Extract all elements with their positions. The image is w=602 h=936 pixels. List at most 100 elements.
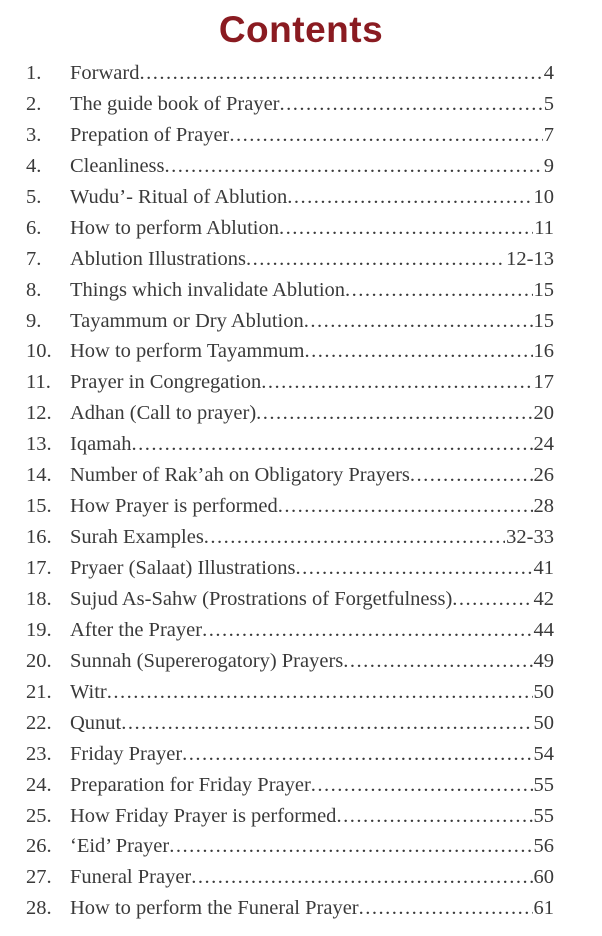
dot-leader [410,464,533,487]
toc-entry: 9. Tayammum or Dry Ablution 15 [26,310,554,341]
toc-entry-number: 24. [26,773,52,796]
toc-entry-page: 5 [543,92,554,115]
dot-leader [202,619,532,642]
toc-entry-page: 11 [534,216,554,239]
toc-entry: 4. Cleanliness 9 [26,155,554,186]
toc-entry-title: Ablution Illustrations [70,247,246,270]
toc-entry-page: 28 [533,495,555,518]
toc-entry-page: 4 [543,62,554,84]
toc-entry: 25. How Friday Prayer is performed 55 [26,805,554,836]
dot-leader [256,402,532,425]
toc-entry-page: 10 [533,185,555,208]
toc-entry-page: 55 [533,804,555,827]
dot-leader [107,681,533,704]
toc-entry-title: Surah Examples [70,526,204,549]
toc-entry-title: Adhan (Call to prayer) [70,402,257,425]
toc-entry-number: 16. [26,526,52,549]
toc-entry-title: ‘Eid’ Prayer [70,835,170,858]
toc-entry-number: 12. [26,402,52,425]
dot-leader [359,897,533,920]
toc-entry: 23. Friday Prayer 54 [26,743,554,774]
toc-entry: 18. Sujud As-Sahw (Prostrations of Forge… [26,588,554,619]
toc-entry-title: The guide book of Prayer [70,92,280,115]
toc-entry-title: Cleanliness [70,154,165,177]
toc-entry-page: 9 [543,154,554,177]
toc-entry-page: 50 [533,680,555,703]
toc-entry-title: Qunut [70,711,122,734]
dot-leader [204,526,505,549]
toc-entry-number: 15. [26,495,52,518]
toc-entry-page: 44 [533,618,555,641]
toc-entry: 16. Surah Examples 32-33 [26,526,554,557]
toc-entry-number: 5. [26,185,42,208]
toc-entry-title: Things which invalidate Ablution [70,278,346,301]
toc-entry-page: 32-33 [506,526,554,549]
dot-leader [295,557,532,580]
toc-entry-title: How to perform the Funeral Prayer [70,897,359,920]
toc-entry-number: 3. [26,123,42,146]
dot-leader [336,805,532,828]
toc-entry-number: 26. [26,835,52,858]
toc-entry: 17. Pryaer (Salaat) Illustrations 41 [26,557,554,588]
toc-entry-number: 4. [26,154,42,177]
toc-entry-title: Funeral Prayer [70,866,192,889]
toc-entry: 27. Funeral Prayer 60 [26,866,554,897]
toc-entry-title: How Friday Prayer is performed [70,804,337,827]
dot-leader [304,310,533,333]
toc-entry-number: 1. [26,62,42,84]
toc-entry-page: 20 [533,402,555,425]
toc-entry-page: 42 [533,587,555,610]
toc-entry: 19. After the Prayer 44 [26,619,554,650]
dot-leader [345,279,532,302]
toc-entry: 11. Prayer in Congregation 17 [26,371,554,402]
dot-leader [278,495,533,518]
toc-entry-number: 21. [26,680,52,703]
toc-entry-title: Sunnah (Supererogatory) Prayers [70,649,344,672]
toc-entry-page: 24 [533,433,555,456]
contents-page: Contents 1. Forward 4 2. The guide book … [0,9,602,936]
toc-entry: 21. Witr 50 [26,681,554,712]
page-title: Contents [218,9,384,50]
toc-entry: 2. The guide book of Prayer 5 [26,93,554,124]
dot-leader [279,217,533,240]
toc-entry-number: 11. [26,371,51,394]
toc-entry-page: 61 [533,897,555,920]
dot-leader [191,866,532,889]
toc-entry-number: 25. [26,804,52,827]
toc-entry: 22. Qunut 50 [26,712,554,743]
toc-entry-page: 41 [533,557,555,579]
toc-entry-title: Pryaer (Salaat) Illustrations [70,557,296,579]
dot-leader [246,248,505,271]
dot-leader [452,588,532,611]
toc-entry-number: 17. [26,557,52,579]
toc-entry-title: Iqamah [70,433,132,456]
toc-entry: 7. Ablution Illustrations 12-13 [26,248,554,279]
dot-leader [343,650,532,673]
toc-entry-title: How Prayer is performed [70,495,278,518]
dot-leader [287,186,532,209]
toc-entry-title: Sujud As-Sahw (Prostrations of Forgetful… [70,587,453,610]
dot-leader [131,433,532,456]
toc-entry-number: 23. [26,742,52,765]
toc-entry-page: 12-13 [506,247,554,270]
toc-entry-title: Witr [70,680,107,703]
toc-entry-number: 13. [26,433,52,456]
toc-entry-page: 15 [533,278,555,301]
toc-entry-number: 27. [26,866,52,889]
toc-entry-number: 9. [26,309,42,332]
toc-entry: 13. Iqamah 24 [26,433,554,464]
toc-entry-title: Wudu’- Ritual of Ablution [70,185,288,208]
toc-entry-page: 49 [533,649,555,672]
toc-entry: 24. Preparation for Friday Prayer 55 [26,774,554,805]
toc-entry: 26. ‘Eid’ Prayer 56 [26,835,554,866]
dot-leader [280,93,543,116]
toc-entry: 8. Things which invalidate Ablution 15 [26,279,554,310]
toc-list: 1. Forward 4 2. The guide book of Prayer… [26,62,554,928]
dot-leader [311,774,533,797]
toc-entry-number: 19. [26,618,52,641]
toc-entry-page: 15 [533,309,555,332]
toc-entry-page: 26 [533,464,555,487]
toc-entry-number: 10. [26,340,52,363]
toc-entry: 12. Adhan (Call to prayer) 20 [26,402,554,433]
toc-entry: 6. How to perform Ablution 11 [26,217,554,248]
